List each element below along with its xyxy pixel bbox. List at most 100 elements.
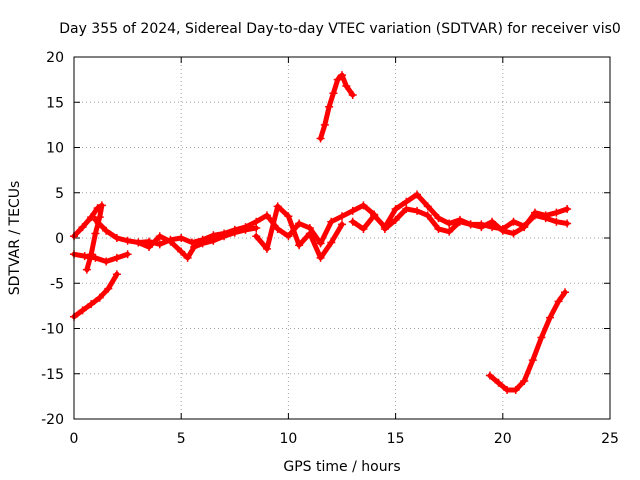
data-point <box>78 223 87 232</box>
data-point <box>342 81 351 90</box>
data-point <box>91 229 100 238</box>
data-point <box>123 236 132 245</box>
data-point <box>252 224 261 233</box>
data-point <box>241 225 250 234</box>
data-point <box>560 288 569 297</box>
data-point <box>198 239 207 248</box>
series-arc-10 <box>485 288 569 395</box>
data-point <box>102 226 111 235</box>
data-point <box>498 226 507 235</box>
y-tick-label: -15 <box>41 367 64 383</box>
data-point <box>338 220 346 229</box>
data-point <box>520 376 529 385</box>
x-tick-label: 15 <box>387 431 405 447</box>
data-point <box>112 253 121 262</box>
series-trace <box>487 289 568 393</box>
series-arc-2 <box>70 270 121 321</box>
data-point <box>230 228 239 237</box>
data-point <box>95 213 104 222</box>
data-point <box>273 224 282 233</box>
y-tick-label: 15 <box>46 95 64 111</box>
data-point <box>104 284 113 293</box>
data-point <box>509 229 518 238</box>
data-point <box>348 91 357 100</box>
data-point <box>413 206 422 215</box>
data-point <box>509 217 518 226</box>
series-trace <box>71 271 120 320</box>
data-point <box>445 219 454 228</box>
data-point <box>528 356 537 365</box>
data-point <box>338 71 346 80</box>
data-point <box>209 236 218 245</box>
data-point <box>348 206 357 215</box>
x-axis-label: GPS time / hours <box>283 459 400 475</box>
data-point <box>305 229 314 238</box>
data-point <box>563 205 572 214</box>
data-point <box>359 201 368 210</box>
data-point <box>541 211 550 220</box>
data-point <box>177 234 186 242</box>
data-point <box>327 217 336 226</box>
data-point <box>183 253 192 262</box>
data-point <box>494 378 503 387</box>
data-point <box>112 234 121 242</box>
data-point <box>359 224 368 233</box>
y-tick-label: 0 <box>55 231 64 247</box>
data-point <box>320 120 329 129</box>
data-point <box>325 102 334 111</box>
data-point <box>95 293 104 302</box>
data-point <box>434 224 443 233</box>
data-point <box>402 197 411 206</box>
x-tick-label: 0 <box>70 431 79 447</box>
data-point <box>187 238 196 247</box>
data-point <box>413 190 422 199</box>
data-point <box>327 238 336 247</box>
data-point <box>155 240 164 249</box>
data-point <box>102 257 111 266</box>
y-tick-label: 20 <box>46 50 64 66</box>
data-point <box>370 211 379 220</box>
data-point <box>123 250 132 259</box>
data-point <box>423 211 432 220</box>
data-point <box>177 247 186 256</box>
data-point <box>295 219 304 228</box>
x-tick-label: 10 <box>279 431 297 447</box>
data-point <box>466 220 475 229</box>
x-tick-label: 25 <box>601 431 619 447</box>
data-point <box>511 386 520 395</box>
data-point <box>445 227 454 236</box>
data-point <box>112 270 121 279</box>
data-point <box>316 253 325 262</box>
data-point <box>262 211 271 220</box>
data-point <box>477 223 486 232</box>
data-point <box>252 232 261 241</box>
data-point <box>82 265 91 274</box>
plot-frame <box>73 56 611 420</box>
x-tick-label: 5 <box>177 431 186 447</box>
data-point <box>284 232 293 241</box>
data-point <box>91 253 100 262</box>
data-point <box>262 244 271 253</box>
data-point <box>552 217 561 226</box>
data-point <box>155 232 164 241</box>
data-point <box>488 217 497 226</box>
series-arc-5 <box>134 224 261 262</box>
data-point <box>423 202 432 211</box>
data-point <box>145 243 154 252</box>
data-point <box>563 219 572 228</box>
data-point <box>434 214 443 223</box>
y-tick-label: -10 <box>41 322 64 338</box>
data-point <box>391 215 400 224</box>
y-tick-label: -20 <box>41 412 64 428</box>
series-arc-7 <box>316 71 357 143</box>
data-point <box>273 202 282 211</box>
data-point <box>530 208 539 217</box>
data-point <box>284 212 293 221</box>
data-point <box>552 208 561 217</box>
data-point <box>166 237 175 246</box>
data-series <box>70 71 572 395</box>
data-point <box>87 213 96 222</box>
data-point <box>97 201 106 210</box>
data-point <box>220 232 229 241</box>
